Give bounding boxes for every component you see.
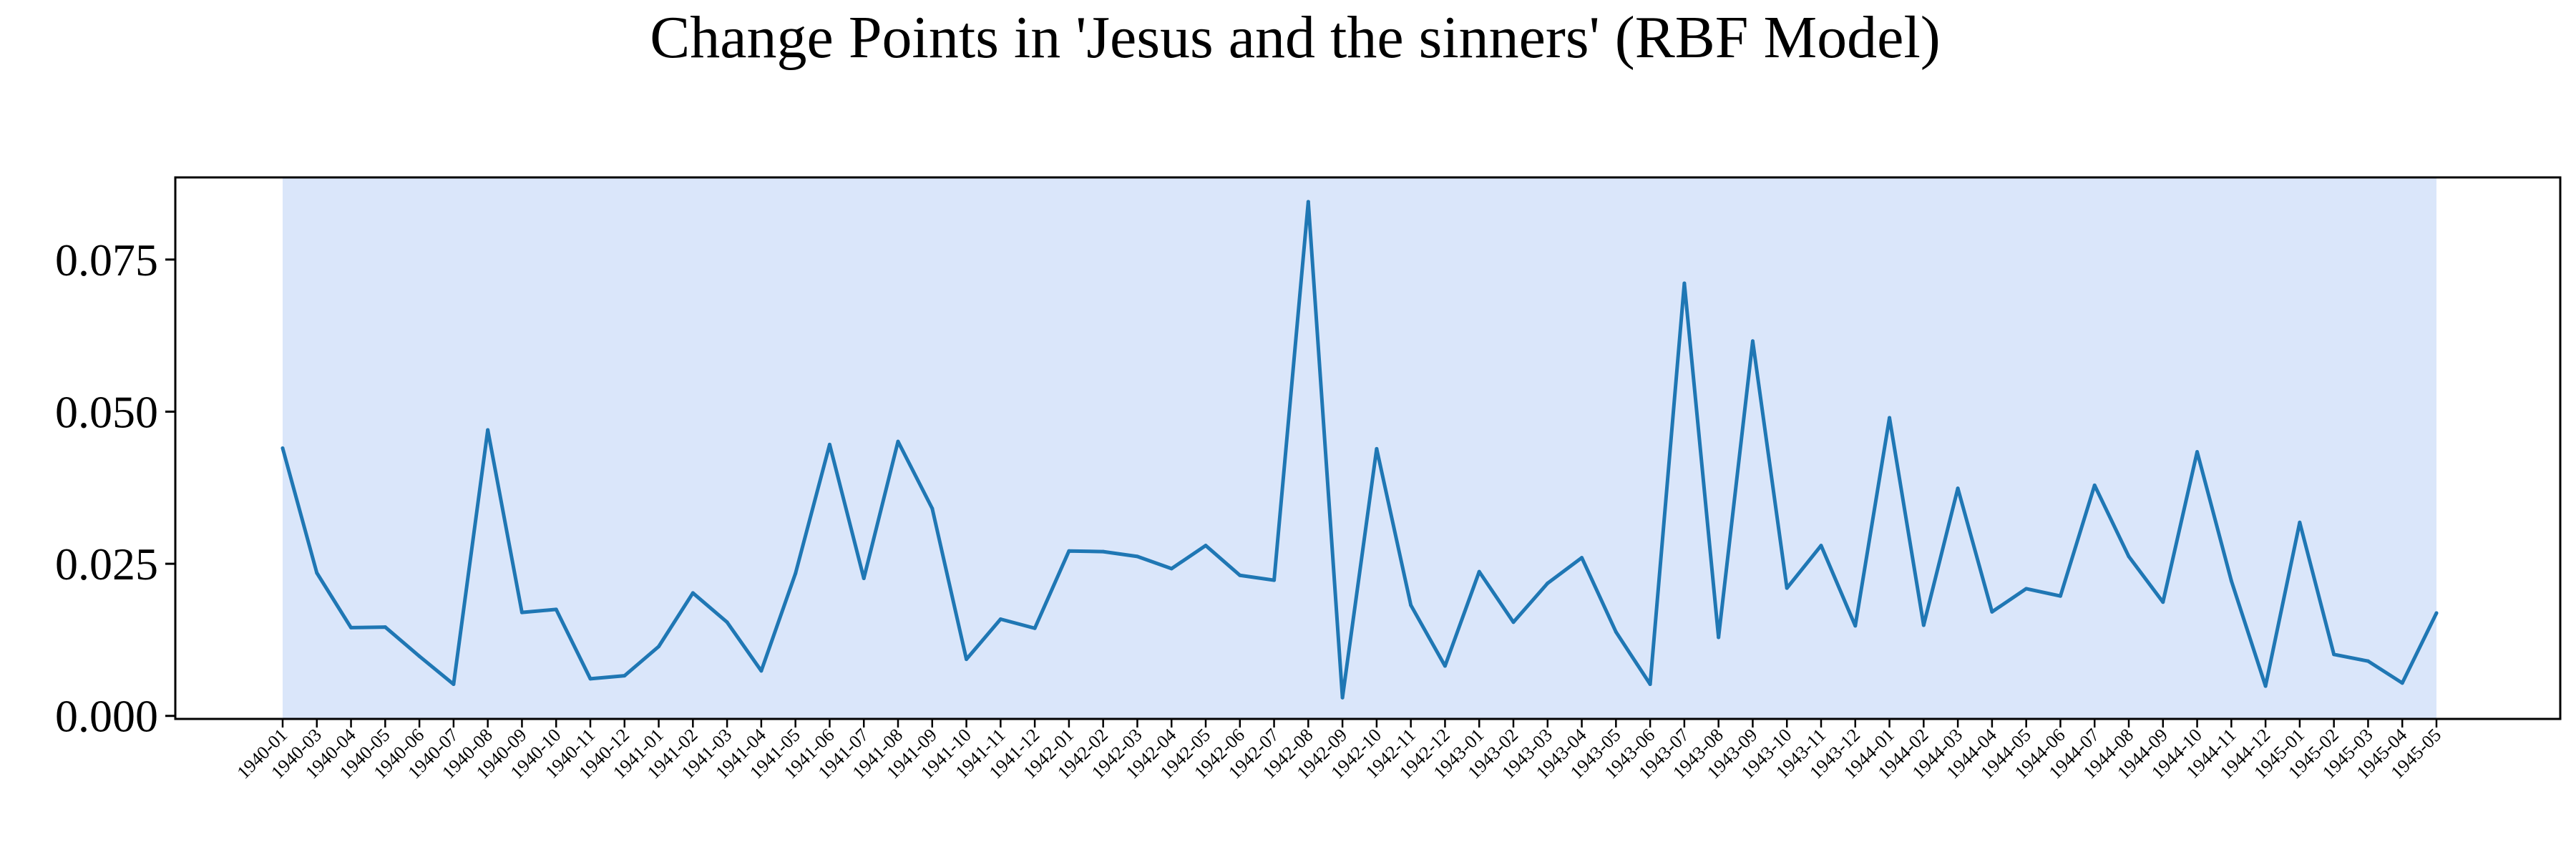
data-point [1477, 569, 1481, 574]
data-point [554, 607, 558, 612]
data-point [2092, 483, 2097, 487]
data-point [2298, 520, 2302, 524]
data-point [930, 506, 935, 511]
data-point [383, 625, 387, 630]
data-point [2058, 594, 2062, 598]
data-point [827, 442, 831, 446]
data-point [2161, 600, 2165, 604]
data-point [2400, 681, 2404, 685]
y-tick-label: 0.025 [55, 539, 158, 589]
data-point [965, 657, 969, 662]
data-point [486, 428, 490, 432]
data-point [1614, 630, 1618, 634]
data-point [1204, 544, 1208, 548]
data-point [657, 645, 661, 649]
data-point [1409, 603, 1413, 607]
data-point [623, 674, 627, 678]
plot-area: 0.0000.0250.0500.0751940-011940-031940-0… [55, 176, 2562, 783]
data-point [2127, 554, 2131, 559]
data-point [2332, 652, 2336, 657]
data-point [1888, 416, 1892, 420]
data-point [1717, 635, 1721, 640]
data-point [2366, 659, 2370, 663]
data-point [862, 577, 866, 581]
data-point [1921, 623, 1926, 627]
data-point [794, 572, 798, 576]
y-tick-label: 0.050 [55, 386, 158, 437]
data-point [1956, 486, 1960, 491]
data-point [896, 439, 900, 444]
data-point [725, 620, 729, 625]
data-point [1785, 586, 1789, 590]
data-point [1135, 554, 1139, 559]
data-point [2024, 587, 2029, 591]
data-point [1169, 567, 1174, 571]
data-point [452, 682, 456, 687]
data-point [691, 591, 695, 595]
data-point [2434, 611, 2439, 615]
series-line [280, 200, 2439, 700]
data-point [1101, 549, 1106, 554]
data-point [1443, 664, 1447, 668]
data-point [280, 446, 285, 450]
data-point [2195, 450, 2200, 454]
data-point [1648, 682, 1652, 687]
data-point [417, 654, 421, 658]
y-tick-label: 0.000 [55, 691, 158, 742]
data-point [1511, 620, 1516, 625]
y-tick-label: 0.075 [55, 235, 158, 285]
data-point [588, 677, 592, 681]
data-point [1033, 626, 1037, 630]
data-point [1272, 578, 1277, 582]
data-point [1990, 609, 1994, 614]
data-point [1682, 281, 1687, 285]
data-point [759, 669, 763, 673]
change-point-region [283, 177, 2436, 719]
data-point [998, 617, 1002, 622]
data-point [1580, 556, 1584, 560]
plot-frame [174, 176, 2562, 720]
data-point [315, 571, 319, 575]
data-point [1819, 544, 1823, 548]
data-point [1306, 200, 1310, 204]
data-point [1750, 339, 1755, 343]
data-point [1067, 549, 1071, 553]
data-point [519, 610, 524, 614]
data-point [1340, 695, 1345, 700]
data-point [2229, 579, 2233, 583]
data-point [1546, 581, 1550, 585]
data-point [349, 625, 353, 630]
data-point [1375, 446, 1379, 451]
chart-title: Change Points in 'Jesus and the sinners'… [650, 4, 1941, 71]
data-point [1853, 624, 1858, 628]
data-point [1238, 573, 1242, 577]
data-point [2263, 684, 2268, 688]
